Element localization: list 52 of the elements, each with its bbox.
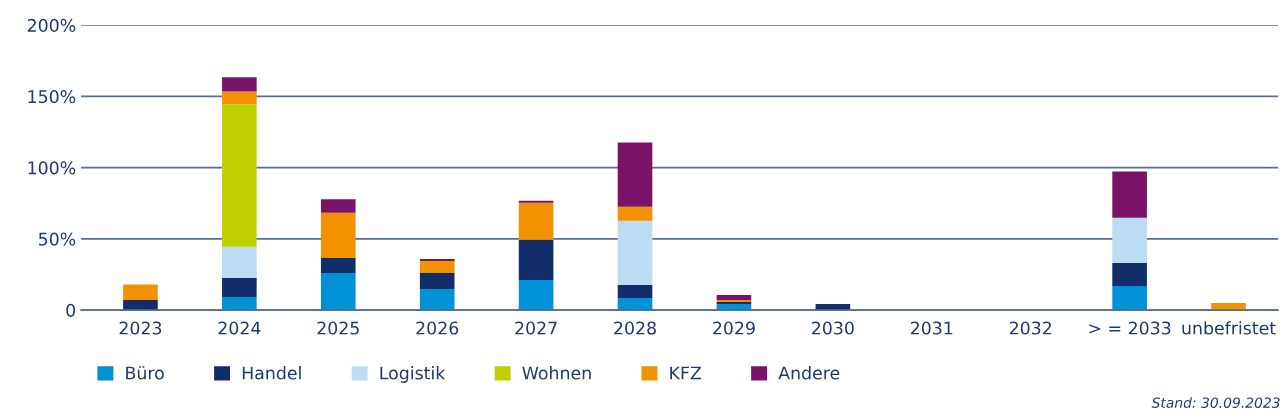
bar <box>617 220 653 285</box>
x-tick-label: 2025 <box>317 321 359 335</box>
bar <box>123 300 158 311</box>
bar <box>222 104 257 247</box>
bar <box>222 278 257 297</box>
bar <box>320 199 356 213</box>
legend-label: KFZ <box>670 366 702 380</box>
bar <box>518 200 554 203</box>
x-tick-label: 2023 <box>119 321 162 335</box>
x-tick-label: 2029 <box>713 321 755 335</box>
legend-label: Handel <box>242 366 301 380</box>
bar <box>1112 262 1147 286</box>
x-tick-label: 2024 <box>218 321 261 335</box>
bar <box>617 142 653 207</box>
bar <box>617 284 653 298</box>
y-tick-label: 0 <box>66 303 76 317</box>
bar <box>222 296 257 311</box>
bar <box>123 284 158 301</box>
bar <box>1112 217 1147 263</box>
bar <box>518 280 554 311</box>
x-tick-label: 2031 <box>910 321 953 335</box>
x-tick-label: 2026 <box>416 321 459 335</box>
bar <box>419 273 455 289</box>
bar <box>1112 285 1147 311</box>
bar <box>222 77 257 92</box>
bar <box>518 202 554 240</box>
y-tick-label: 100% <box>28 161 76 175</box>
bar <box>320 257 356 274</box>
bar <box>1112 171 1147 218</box>
x-tick-label: > = 2033 <box>1089 321 1171 335</box>
x-tick-label: 2028 <box>614 321 656 335</box>
legend-label: Wohnen <box>522 366 591 380</box>
legend-label: Büro <box>126 366 164 380</box>
x-tick-label: 2030 <box>812 321 854 335</box>
legend-label: Andere <box>778 366 840 380</box>
x-tick-label: 2032 <box>1009 321 1052 335</box>
bar <box>518 239 554 280</box>
legend-label: Logistik <box>380 366 446 383</box>
bar <box>222 246 257 279</box>
bar <box>320 212 356 258</box>
y-tick-label: 50% <box>38 232 76 246</box>
bar <box>320 273 356 311</box>
x-tick-label: unbefristet <box>1182 321 1276 335</box>
bar <box>716 294 752 301</box>
bar <box>419 260 455 274</box>
text: Stand: 30.09.2023 <box>1151 397 1280 408</box>
bar <box>617 206 653 221</box>
y-tick-label: 200% <box>27 18 76 32</box>
x-tick-label: 2027 <box>515 321 557 335</box>
bar <box>222 91 257 105</box>
y-tick-label: 150% <box>28 90 76 104</box>
bar <box>419 288 455 311</box>
